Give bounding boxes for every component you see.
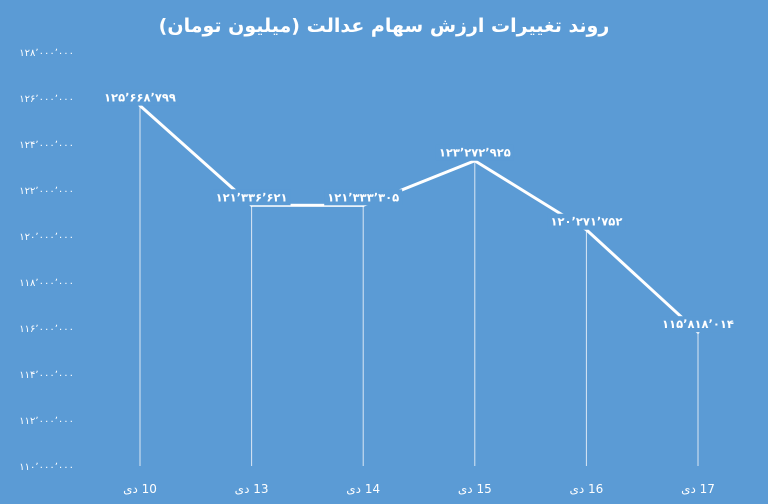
data-label-background bbox=[212, 189, 291, 206]
x-tick-label: 13 دی bbox=[235, 482, 269, 496]
y-tick-label: ۱۲۶٬۰۰۰٬۰۰۰ bbox=[19, 94, 74, 105]
drop-lines bbox=[139, 105, 699, 466]
chart-title: روند تغییرات ارزش سهام عدالت (میلیون توم… bbox=[159, 15, 610, 37]
y-tick-label: ۱۱۴٬۰۰۰٬۰۰۰ bbox=[19, 370, 74, 381]
data-label: ۱۲۳٬۲۷۲٬۹۲۵ bbox=[439, 146, 511, 160]
y-tick-label: ۱۲۲٬۰۰۰٬۰۰۰ bbox=[19, 186, 74, 197]
x-tick-label: 15 دی bbox=[458, 482, 492, 496]
data-label-group: ۱۲۳٬۲۷۲٬۹۲۵ bbox=[435, 144, 514, 161]
y-axis-ticks: ۱۱۰٬۰۰۰٬۰۰۰ ۱۱۲٬۰۰۰٬۰۰۰ ۱۱۴٬۰۰۰٬۰۰۰ ۱۱۶٬۰۰۰… bbox=[19, 48, 74, 473]
line-segment bbox=[584, 228, 700, 334]
data-label-background bbox=[101, 89, 179, 106]
data-label-background bbox=[659, 316, 737, 333]
x-tick-label: 17 دی bbox=[681, 482, 715, 496]
data-label-group: ۱۱۵٬۸۱۸٬۰۱۴ bbox=[659, 316, 737, 333]
data-label: ۱۱۵٬۸۱۸٬۰۱۴ bbox=[662, 317, 734, 331]
y-tick-label: ۱۱۰٬۰۰۰٬۰۰۰ bbox=[19, 462, 74, 473]
data-label-group: ۱۲۱٬۳۳۶٬۶۲۱ bbox=[212, 189, 291, 206]
data-label: ۱۲۰٬۲۷۱٬۷۵۲ bbox=[550, 215, 622, 229]
y-tick-label: ۱۲۴٬۰۰۰٬۰۰۰ bbox=[19, 140, 74, 151]
data-label-group: ۱۲۱٬۳۳۳٬۳۰۵ bbox=[324, 189, 403, 206]
y-tick-label: ۱۱۲٬۰۰۰٬۰۰۰ bbox=[19, 416, 74, 427]
y-tick-label: ۱۱۸٬۰۰۰٬۰۰۰ bbox=[19, 278, 74, 289]
line-segment bbox=[138, 104, 254, 207]
data-label: ۱۲۱٬۳۳۶٬۶۲۱ bbox=[216, 190, 288, 204]
y-tick-label: ۱۱۶٬۰۰۰٬۰۰۰ bbox=[19, 324, 74, 335]
data-label-group: ۱۲۵٬۶۶۸٬۷۹۹ bbox=[101, 89, 179, 106]
x-tick-label: 14 دی bbox=[346, 482, 380, 496]
data-label: ۱۲۵٬۶۶۸٬۷۹۹ bbox=[104, 91, 176, 105]
y-tick-label: ۱۲۸٬۰۰۰٬۰۰۰ bbox=[19, 48, 74, 59]
x-tick-label: 10 دی bbox=[123, 482, 157, 496]
data-label-group: ۱۲۰٬۲۷۱٬۷۵۲ bbox=[547, 213, 626, 230]
y-tick-label: ۱۲۰٬۰۰۰٬۰۰۰ bbox=[19, 232, 74, 243]
x-tick-label: 16 دی bbox=[569, 482, 603, 496]
x-axis-ticks: 10 دی 13 دی 14 دی 15 دی 16 دی 17 دی bbox=[123, 482, 715, 496]
data-labels: ۱۲۵٬۶۶۸٬۷۹۹ ۱۲۱٬۳۳۶٬۶۲۱ ۱۲۱٬۳۳۳٬۳۰۵ ۱۲۳٬۲۷۲… bbox=[101, 89, 737, 333]
data-label-background bbox=[547, 213, 626, 230]
data-label: ۱۲۱٬۳۳۳٬۳۰۵ bbox=[327, 190, 399, 204]
data-label-background bbox=[435, 144, 514, 161]
data-label-background bbox=[324, 189, 403, 206]
